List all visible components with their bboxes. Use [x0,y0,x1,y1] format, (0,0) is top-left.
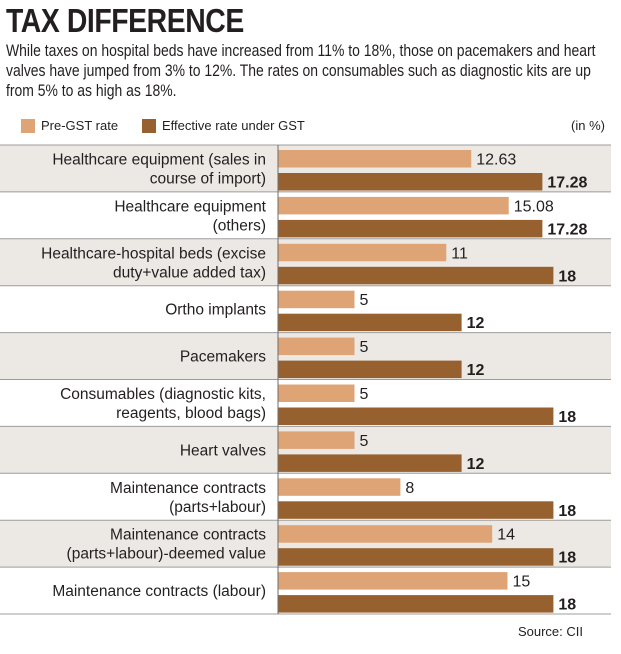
data-label-pre-gst: 15.08 [514,198,554,215]
data-label-gst: 17.28 [547,221,587,238]
category-label: Healthcare-hospital beds (excise [41,245,266,262]
bar-pre-gst [278,243,447,262]
legend-label-gst: Effective rate under GST [162,118,305,133]
category-label: Maintenance contracts [110,480,266,497]
bar-gst [278,454,462,472]
category-label: Heart valves [180,442,266,459]
chart-subtitle: While taxes on hospital beds have increa… [6,42,596,100]
legend-swatch-pre-gst [21,119,35,133]
chart-title: TAX DIFFERENCE [6,2,244,39]
bar-gst [278,407,554,425]
data-label-pre-gst: 11 [451,245,468,262]
data-label-gst: 12 [467,315,485,332]
legend-swatch-gst [142,119,156,133]
bar-gst [278,313,462,332]
bar-pre-gst [278,431,355,449]
data-label-pre-gst: 5 [360,386,369,403]
data-label-gst: 17.28 [547,175,587,192]
bar-gst [278,360,462,379]
data-label-gst: 12 [467,456,485,473]
unit-label: (in %) [571,118,605,133]
data-label-pre-gst: 12.63 [476,152,516,169]
bar-gst [278,501,554,519]
legend-label-pre-gst: Pre-GST rate [41,118,119,133]
data-label-pre-gst: 5 [360,433,369,450]
data-label-pre-gst: 15 [513,574,531,591]
bar-gst [278,266,554,285]
data-label-pre-gst: 5 [360,339,369,356]
bar-pre-gst [278,384,355,402]
bar-pre-gst [278,572,508,590]
bar-gst [278,595,554,613]
bar-pre-gst [278,337,355,356]
category-label: Maintenance contracts (labour) [52,583,266,600]
category-label: reagents, blood bags) [116,405,266,422]
bar-gst [278,219,543,238]
data-label-gst: 12 [467,362,485,379]
data-label-pre-gst: 5 [360,292,369,309]
category-label: (parts+labour) [169,499,266,516]
bar-pre-gst [278,196,509,215]
bar-pre-gst [278,525,493,543]
data-label-gst: 18 [558,597,576,614]
source-note: Source: CII [517,624,583,639]
category-label: Maintenance contracts [110,527,266,544]
category-label: duty+value added tax) [113,264,266,281]
data-label-gst: 18 [558,503,576,520]
data-label-gst: 18 [558,409,576,426]
bar-gst [278,173,543,191]
bar-gst [278,548,554,566]
data-label-gst: 18 [558,550,576,567]
category-label: Healthcare equipment (sales in [52,151,266,168]
data-label-pre-gst: 8 [405,480,414,497]
category-label: Ortho implants [165,302,266,319]
category-label: Healthcare equipment [114,198,266,215]
bar-pre-gst [278,290,355,309]
category-label: (parts+labour)-deemed value [67,546,266,563]
category-label: course of import) [150,170,266,187]
bar-pre-gst [278,478,401,496]
bar-pre-gst [278,150,472,168]
data-label-gst: 18 [558,268,576,285]
data-label-pre-gst: 14 [497,527,515,544]
category-label: (others) [213,217,266,234]
category-label: Consumables (diagnostic kits, [60,386,266,403]
category-label: Pacemakers [180,349,266,366]
